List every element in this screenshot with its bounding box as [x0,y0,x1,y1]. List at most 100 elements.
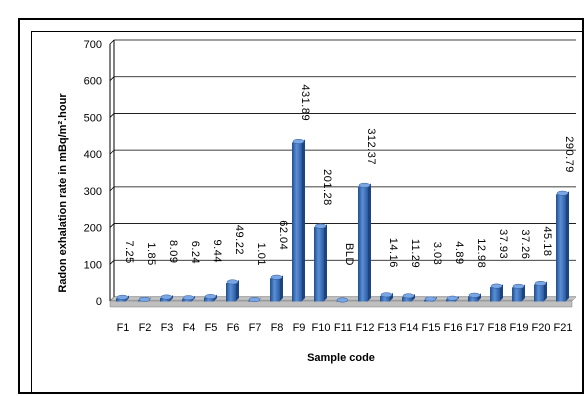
data-label: 12.98 [475,238,487,268]
x-tick-label: F3 [161,322,174,334]
x-tick-label: F10 [312,322,331,334]
x-axis-title: Sample code [307,352,375,364]
x-tick-label: F14 [400,322,419,334]
x-tick-label: F1 [117,322,130,334]
bar-top [138,296,151,302]
x-tick-label: F5 [205,322,218,334]
y-tick-label: 700 [84,39,102,51]
bar [402,296,412,302]
bar-side [478,293,481,301]
bar [490,287,500,302]
x-tick-label: F7 [249,322,262,334]
bar [468,296,478,302]
x-tick-label: F16 [444,322,463,334]
bar [116,298,126,302]
gridline-depth [109,149,115,155]
bar-top [490,283,503,289]
bar-top [314,223,327,229]
data-label: 45.18 [541,226,553,256]
data-label: 49.22 [233,225,245,255]
bar-side [302,139,305,301]
y-tick-label: 400 [84,149,102,161]
bar-side [390,292,393,301]
y-tick-label: 100 [84,259,102,271]
bar-side [236,279,239,301]
y-tick-label: 600 [84,76,102,88]
bar [380,295,390,302]
chart-floor-edge [109,300,573,308]
data-label: 1.01 [255,243,267,266]
x-tick-label: F6 [227,322,240,334]
bar [314,227,324,302]
x-tick-label: F21 [554,322,573,334]
bar [270,278,280,302]
x-tick-label: F17 [466,322,485,334]
y-tick-label: 300 [84,186,102,198]
bar-top [270,274,283,280]
gridline-depth [109,76,115,81]
chart-border-outer [18,18,584,394]
bar [160,298,170,302]
bar-side [368,183,371,301]
bar [512,287,522,302]
bar-top [446,295,459,301]
bar-top [226,279,239,285]
bar-top [380,292,393,298]
bar-top [556,190,569,196]
bar-top [248,297,261,303]
data-label: 37.26 [519,229,531,259]
bar [358,186,368,302]
data-label: 62.04 [277,220,289,250]
x-tick-label: F19 [510,322,529,334]
bar-top [512,283,525,289]
data-labels: F1 7.25 F2 1.85 F3 8.09 F4 6.24 F5 9.44 F6 49.22 F7 1… [117,84,575,334]
axes: 0 100 200 300 400 500 600 700 [84,39,577,308]
bar [226,282,236,302]
data-label: 1.85 [145,242,157,265]
data-label: 4.89 [453,241,465,264]
y-tick-label: 200 [84,223,102,235]
bar-top [402,293,415,299]
bar [556,194,566,302]
data-label: 290.79 [563,136,575,173]
y-tick-label: 0 [96,296,102,308]
bar-top [204,294,217,299]
data-label: 9.44 [211,240,223,263]
bar-top [292,138,305,144]
bar-side [500,284,503,301]
x-tick-label: F12 [356,322,375,334]
bar-side [544,281,547,301]
gridline-depth [109,39,115,45]
data-label: 201.28 [321,169,333,206]
bar-side [566,191,569,301]
bar-top [116,294,129,300]
y-axis-title: Radon exhalation rate in mBq/m².hour [57,93,69,293]
chart-border-inner [31,31,583,393]
x-tick-label: F15 [422,322,441,334]
x-tick-label: F20 [532,322,551,334]
data-label: 8.09 [167,240,179,263]
data-label: 37.93 [497,229,509,259]
bar-side [280,275,283,301]
x-tick-label: F4 [183,322,196,334]
data-label: 431.89 [299,84,311,121]
data-label: 3.03 [431,242,443,265]
x-tick-label: F9 [293,322,306,334]
bar-top [358,182,371,188]
data-label: 312.37 [365,128,377,165]
bar [292,142,302,302]
bar-side [412,293,415,301]
x-tick-label: F2 [139,322,152,334]
x-tick-label: F11 [334,322,352,334]
bar-top [534,280,547,286]
bar-top [160,294,173,300]
bar-side [522,284,525,301]
x-tick-label: F8 [271,322,284,334]
bar [534,284,544,302]
bar-top [468,292,481,298]
x-tick-label: F18 [488,322,507,334]
data-label: BLD [343,243,355,266]
gridline-depth [109,186,115,192]
bar-top [336,297,349,303]
